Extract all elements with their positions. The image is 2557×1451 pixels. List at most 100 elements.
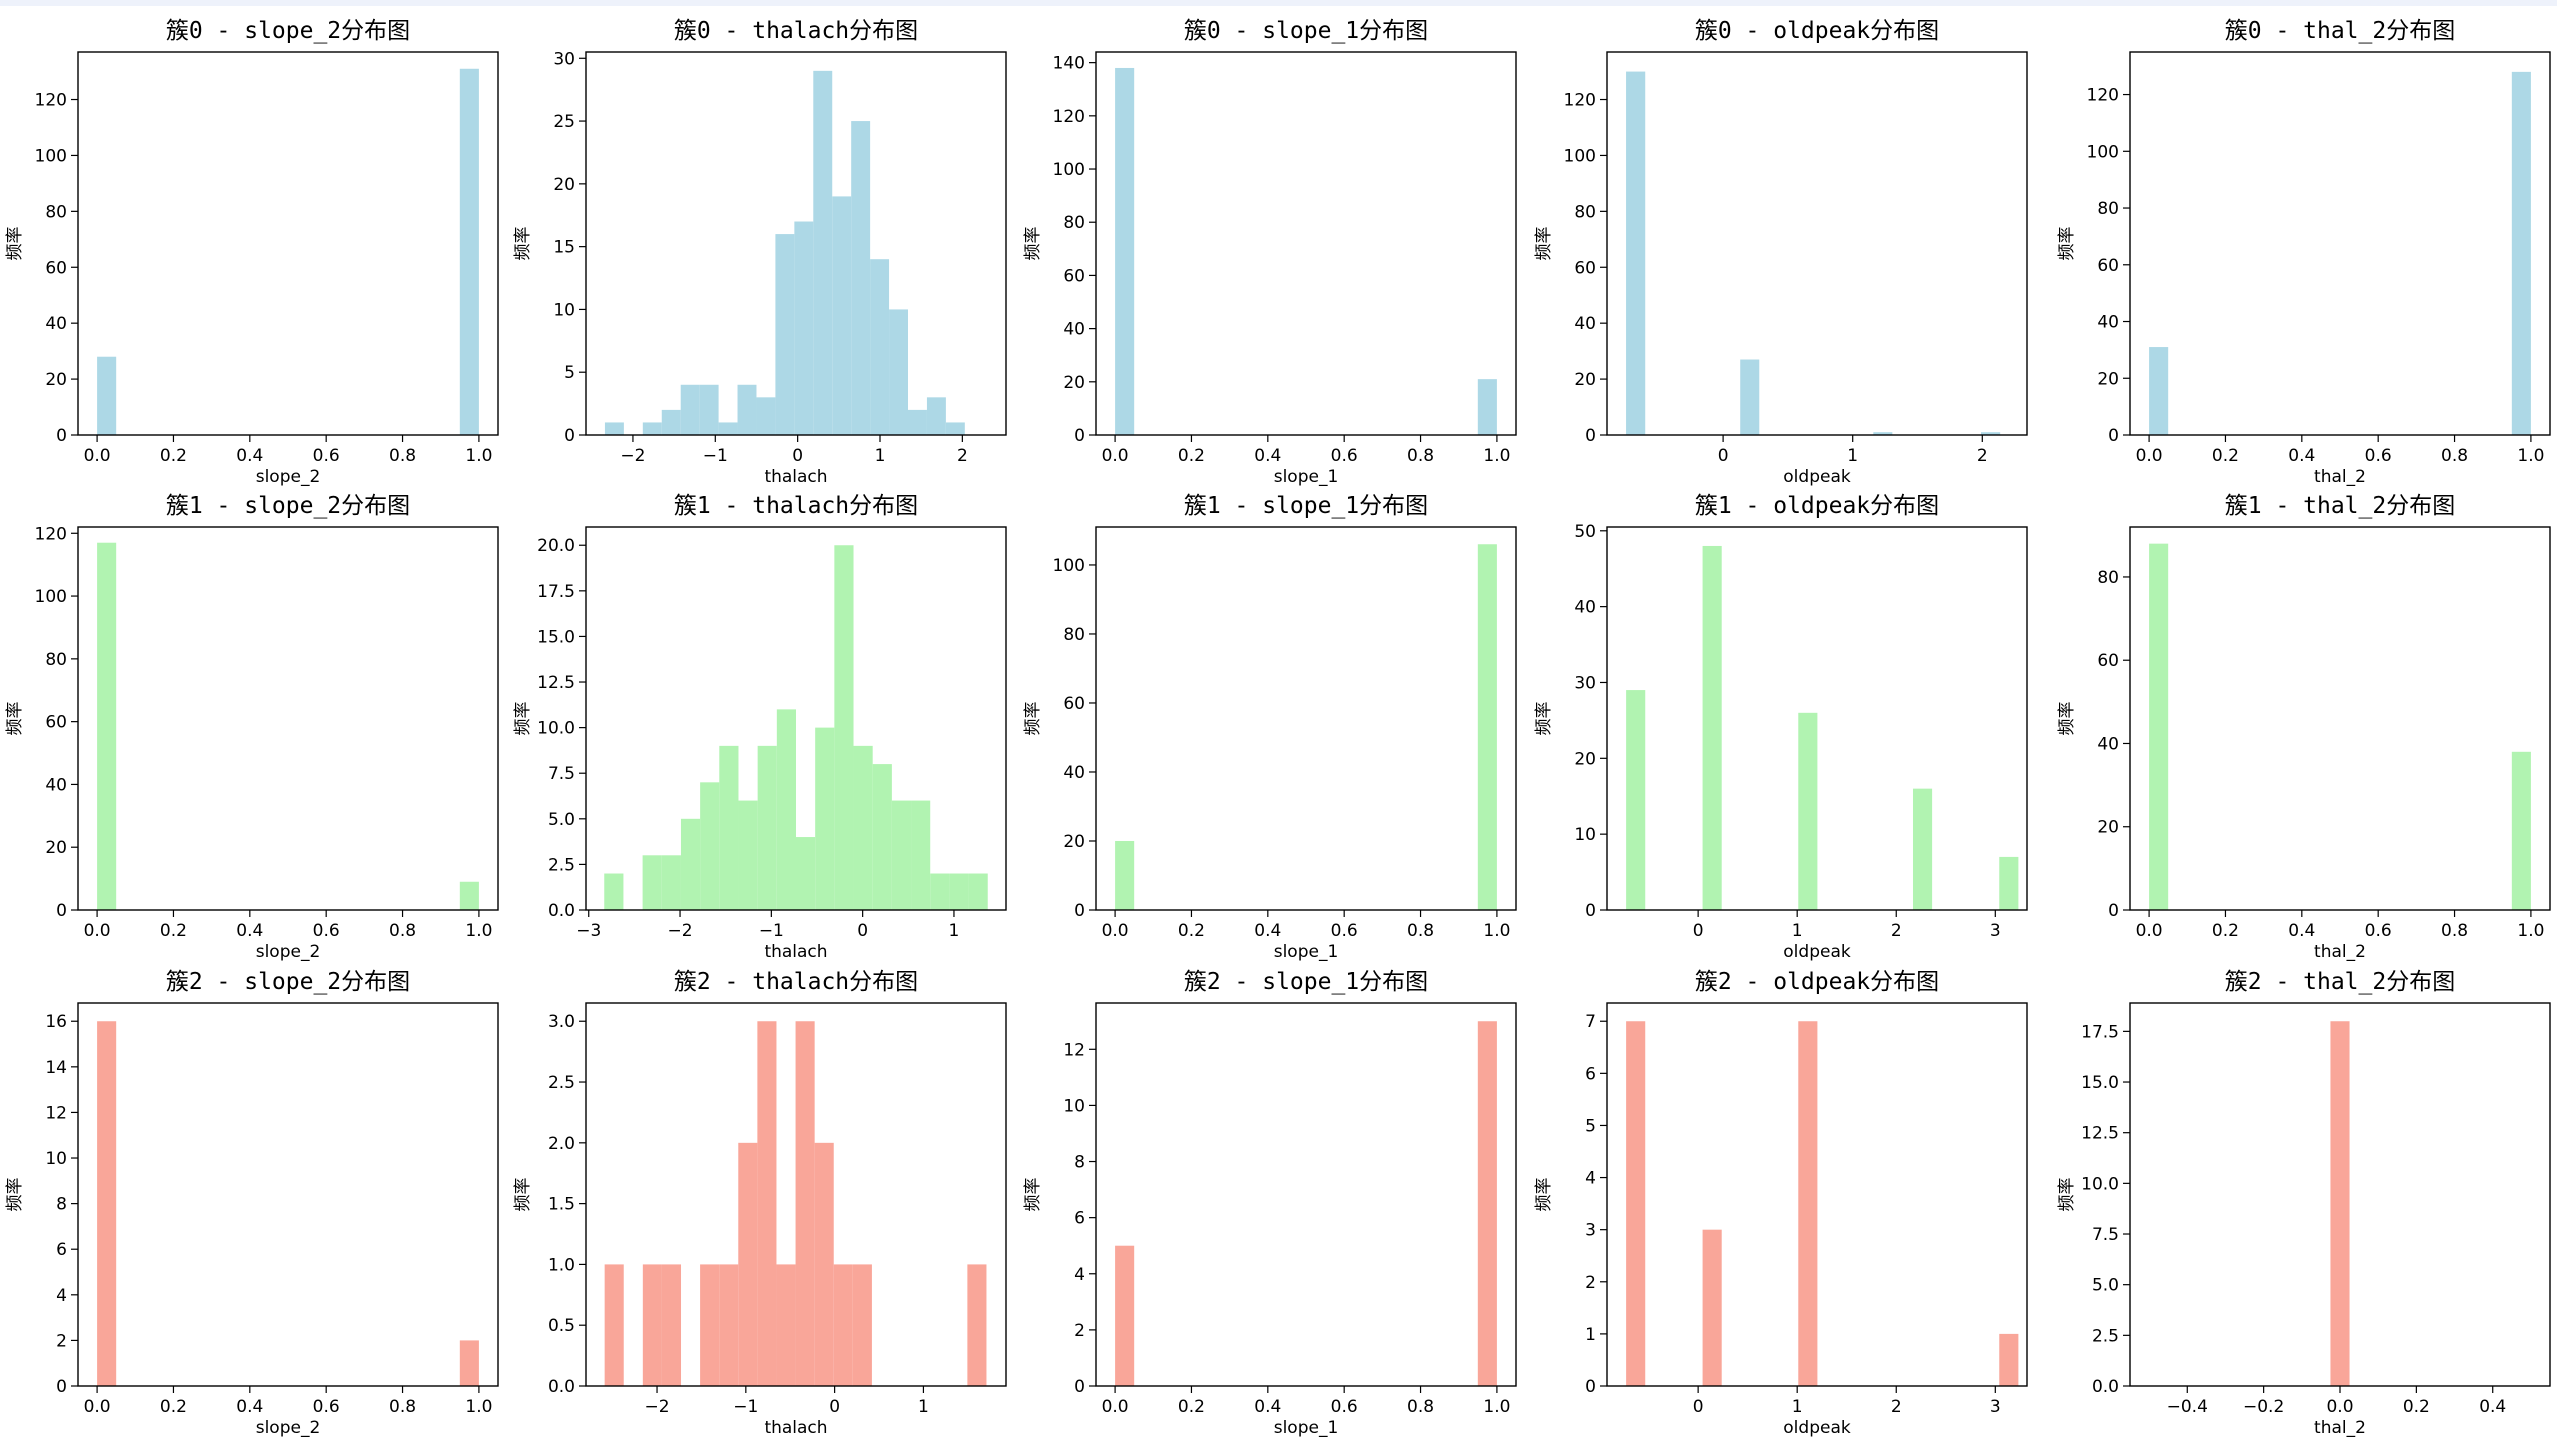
x-tick-label: 0.0	[2326, 1397, 2353, 1417]
axes-frame	[1095, 51, 1517, 436]
x-axis-label: slope_2	[256, 1418, 321, 1438]
y-axis-label: 频率	[2057, 227, 2077, 261]
y-tick-label: 0	[564, 426, 575, 446]
y-tick-label: 80	[2097, 568, 2119, 588]
axes-frame	[585, 526, 1007, 911]
y-tick-label: 4	[56, 1286, 67, 1306]
axes-frame	[77, 51, 499, 436]
histogram-bar	[853, 745, 873, 910]
histogram-bar	[757, 1021, 777, 1386]
histogram-bar	[738, 800, 758, 910]
x-axis-label: oldpeak	[1783, 1418, 1851, 1438]
y-tick-label: 12	[1063, 1040, 1085, 1060]
subplot-2-2: 0.0 0.2 0.4 0.6 0.8 1.0 0 2 4 6 8 10 12 簇2 - slope_1分…	[1023, 969, 1517, 1438]
axes-frame	[2129, 526, 2551, 911]
y-tick-label: 100	[35, 146, 67, 166]
subplot-title: 簇1 - slope_1分布图	[1184, 493, 1428, 519]
y-tick-label: 15.0	[2081, 1073, 2119, 1093]
y-tick-label: 0.0	[2092, 1377, 2119, 1397]
y-tick-label: 60	[45, 258, 67, 278]
y-tick-label: 20	[2097, 818, 2119, 838]
y-axis-label: 频率	[2057, 702, 2077, 736]
y-tick-label: 0	[56, 426, 67, 446]
y-tick-label: 0	[1074, 901, 1085, 921]
y-tick-label: 5	[1585, 1116, 1596, 1136]
x-tick-label: 0.2	[1178, 1397, 1205, 1417]
x-tick-label: 0	[792, 446, 803, 466]
histogram-bar	[776, 709, 796, 910]
x-tick-label: 0.4	[236, 921, 263, 941]
y-tick-label: 6	[56, 1240, 67, 1260]
y-tick-label: 40	[45, 775, 67, 795]
subplot-1-0: 0.0 0.2 0.4 0.6 0.8 1.0 0 20 40 60 80 100 120 簇1 - sl…	[5, 493, 499, 962]
histogram-bar	[796, 837, 816, 910]
y-tick-label: 7	[1585, 1012, 1596, 1032]
histogram-bar	[459, 881, 479, 910]
y-tick-label: 12.5	[2081, 1124, 2119, 1144]
y-tick-label: 3	[1585, 1221, 1596, 1241]
x-tick-label: 0	[829, 1397, 840, 1417]
y-tick-label: 30	[553, 49, 575, 69]
y-tick-label: 8	[1074, 1153, 1085, 1173]
y-tick-label: 20.0	[537, 536, 575, 556]
y-tick-label: 60	[1063, 694, 1085, 714]
x-axis-label: oldpeak	[1783, 942, 1851, 962]
x-tick-label: 0.4	[1254, 446, 1281, 466]
y-tick-label: 14	[45, 1058, 67, 1078]
y-axis-label: 频率	[5, 1178, 25, 1212]
x-tick-label: 0.0	[2136, 921, 2163, 941]
y-tick-label: 100	[1053, 160, 1085, 180]
x-tick-label: 1	[1847, 446, 1858, 466]
histogram-bar	[97, 356, 117, 435]
histogram-bar	[1798, 1021, 1818, 1386]
histogram-bar	[908, 409, 927, 435]
y-axis-label: 频率	[1534, 702, 1554, 736]
histogram-bar	[1477, 1021, 1497, 1386]
y-tick-label: 40	[1574, 314, 1596, 334]
histogram-bar	[604, 422, 624, 435]
x-tick-label: 0.0	[2136, 446, 2163, 466]
x-axis-label: thalach	[764, 1418, 827, 1438]
y-tick-label: 10	[1574, 825, 1596, 845]
subplot-1-4: 0.0 0.2 0.4 0.6 0.8 1.0 0 20 40 60 80 簇1 - thal_2分布…	[2057, 493, 2551, 962]
y-tick-label: 2.5	[2092, 1326, 2119, 1346]
histogram-bar	[1702, 1229, 1722, 1386]
histogram-bar	[891, 800, 912, 910]
subplot-title: 簇0 - slope_1分布图	[1184, 18, 1428, 44]
y-tick-label: 10	[553, 300, 575, 320]
y-tick-label: 17.5	[537, 582, 575, 602]
x-tick-label: 1	[875, 446, 886, 466]
x-tick-label: 0.6	[2365, 921, 2392, 941]
y-axis-label: 频率	[1534, 227, 1554, 261]
histogram-bar	[661, 409, 681, 435]
y-tick-label: 0	[1585, 1377, 1596, 1397]
x-tick-label: 0.8	[1407, 446, 1434, 466]
histogram-bar	[642, 855, 662, 910]
y-tick-label: 15	[553, 238, 575, 258]
y-tick-label: 80	[2097, 199, 2119, 219]
axes-frame	[585, 1002, 1007, 1387]
y-tick-label: 1.0	[548, 1255, 575, 1275]
subplot-1-1: −3 −2 −1 0 10.02.55.07.510.012.515.017.520.0…	[513, 493, 1007, 962]
y-tick-label: 120	[35, 91, 67, 111]
y-axis-label: 频率	[1534, 1178, 1554, 1212]
y-tick-label: 7.5	[2092, 1225, 2119, 1245]
histogram-bar	[949, 873, 969, 910]
x-tick-label: 0	[1693, 1397, 1704, 1417]
histogram-bar	[699, 384, 719, 435]
x-tick-label: 2	[1891, 1397, 1902, 1417]
y-tick-label: 20	[553, 175, 575, 195]
histogram-bar	[737, 384, 757, 435]
histogram-bar	[851, 121, 871, 435]
subplot-title: 簇2 - slope_2分布图	[166, 969, 410, 995]
histogram-bar	[1740, 359, 1760, 435]
y-tick-label: 15.0	[537, 627, 575, 647]
y-tick-label: 2	[56, 1331, 67, 1351]
x-tick-label: 0.8	[1407, 921, 1434, 941]
y-tick-label: 20	[2097, 369, 2119, 389]
y-axis-label: 频率	[513, 702, 533, 736]
histogram-bar	[1626, 1021, 1646, 1386]
x-axis-label: slope_2	[256, 467, 321, 487]
x-tick-label: 0.2	[1178, 446, 1205, 466]
